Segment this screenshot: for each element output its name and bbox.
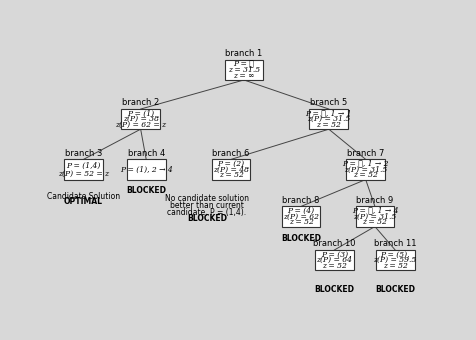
Text: better than current: better than current — [170, 201, 244, 210]
FancyBboxPatch shape — [121, 109, 160, 129]
FancyBboxPatch shape — [64, 159, 103, 180]
Text: BLOCKED: BLOCKED — [314, 285, 354, 294]
Text: z = 52: z = 52 — [317, 121, 341, 129]
Text: z = 52: z = 52 — [322, 262, 347, 270]
Text: OPTIMAL: OPTIMAL — [64, 198, 103, 206]
Text: P = (4): P = (4) — [288, 207, 315, 215]
Text: branch 9: branch 9 — [356, 196, 394, 205]
Text: branch 8: branch 8 — [282, 196, 320, 205]
Text: z = 52: z = 52 — [288, 218, 314, 226]
Text: BLOCKED: BLOCKED — [187, 214, 227, 223]
Text: branch 11: branch 11 — [374, 239, 416, 249]
FancyBboxPatch shape — [225, 60, 263, 80]
Text: branch 6: branch 6 — [212, 149, 250, 158]
Text: P = ∅: P = ∅ — [234, 60, 254, 68]
Text: P = (1), 2 → 4: P = (1), 2 → 4 — [120, 166, 173, 173]
FancyBboxPatch shape — [315, 250, 354, 270]
Text: Candidate Solution: Candidate Solution — [47, 192, 120, 201]
Text: branch 10: branch 10 — [313, 239, 356, 249]
Text: branch 1: branch 1 — [225, 49, 263, 58]
FancyBboxPatch shape — [376, 250, 415, 270]
Text: P = (1,4): P = (1,4) — [66, 162, 100, 169]
Text: branch 3: branch 3 — [65, 149, 102, 158]
Text: z = 31.5: z = 31.5 — [228, 66, 260, 74]
Text: z(P) = 31.5: z(P) = 31.5 — [353, 212, 397, 220]
Text: P = (2): P = (2) — [218, 160, 245, 168]
Text: BLOCKED: BLOCKED — [281, 234, 321, 243]
FancyBboxPatch shape — [356, 206, 394, 226]
Text: z(P) = 62: z(P) = 62 — [283, 212, 319, 220]
Text: z = 52: z = 52 — [353, 171, 378, 179]
Text: P = (5),: P = (5), — [380, 250, 410, 258]
FancyBboxPatch shape — [347, 159, 385, 180]
Text: P = ∅, 1 → 2: P = ∅, 1 → 2 — [342, 160, 389, 168]
Text: z = 52: z = 52 — [383, 262, 407, 270]
Text: No candidate solution: No candidate solution — [165, 194, 249, 203]
FancyBboxPatch shape — [127, 159, 166, 180]
Text: branch 5: branch 5 — [310, 99, 347, 107]
Text: z(P) = 31.5: z(P) = 31.5 — [344, 166, 387, 173]
Text: z(P) = 38: z(P) = 38 — [123, 115, 159, 123]
Text: P = ∅, 1 → 4: P = ∅, 1 → 4 — [352, 207, 398, 215]
Text: BLOCKED: BLOCKED — [126, 186, 166, 195]
Text: z(P) = 52 = z: z(P) = 52 = z — [58, 170, 109, 177]
FancyBboxPatch shape — [309, 109, 348, 129]
FancyBboxPatch shape — [282, 206, 320, 226]
Text: P = (1): P = (1) — [127, 109, 154, 117]
Text: z(P) = 59.5: z(P) = 59.5 — [374, 256, 417, 264]
Text: z = 52: z = 52 — [218, 171, 244, 179]
Text: P = (3): P = (3) — [321, 250, 348, 258]
Text: candidate, P = (1,4).: candidate, P = (1,4). — [168, 207, 247, 217]
Text: branch 2: branch 2 — [122, 99, 159, 107]
Text: P = ∅, 1 → 1: P = ∅, 1 → 1 — [306, 109, 352, 117]
FancyBboxPatch shape — [212, 159, 250, 180]
Text: z(P) = 64: z(P) = 64 — [317, 256, 352, 264]
Text: z = 52: z = 52 — [362, 218, 387, 226]
Text: z(P) = 31.5: z(P) = 31.5 — [307, 115, 350, 123]
Text: BLOCKED: BLOCKED — [375, 285, 415, 294]
Text: branch 4: branch 4 — [128, 149, 165, 158]
Text: branch 7: branch 7 — [347, 149, 385, 158]
Text: z(P) = 62 = z: z(P) = 62 = z — [115, 121, 166, 129]
Text: z(P) = 48: z(P) = 48 — [213, 166, 249, 173]
Text: z = ∞: z = ∞ — [233, 72, 255, 80]
